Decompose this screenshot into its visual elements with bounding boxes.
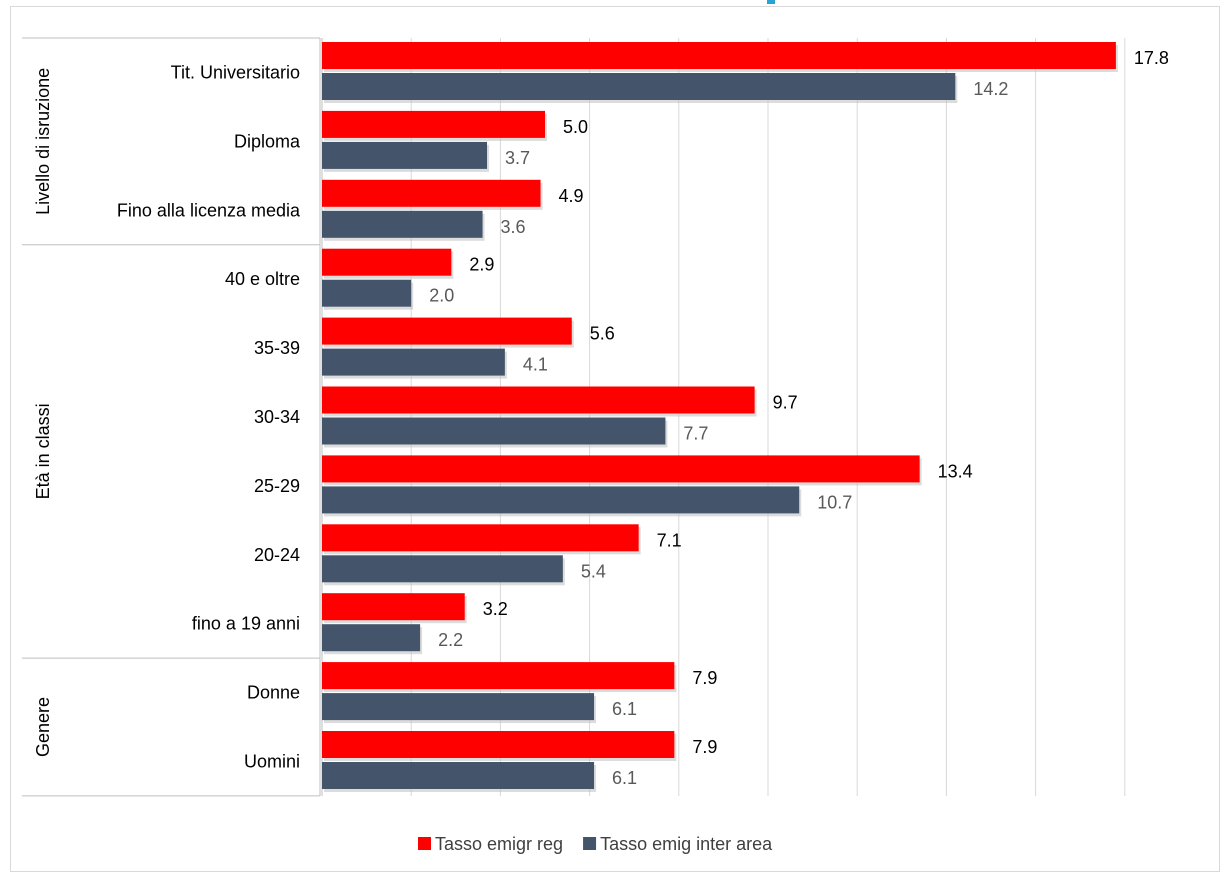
category-label: 25-29 (254, 476, 300, 496)
category-label: 35-39 (254, 338, 300, 358)
bar-emig-inter-area (322, 348, 505, 376)
data-label: 14.2 (973, 79, 1008, 99)
bar-emig-inter-area (322, 624, 421, 652)
bar-emigr-reg (322, 524, 639, 552)
category-label: Diploma (234, 131, 301, 151)
bar-emig-inter-area (322, 210, 483, 238)
category-label: Tit. Universitario (171, 62, 300, 82)
bars (322, 42, 1118, 792)
group-label: Livello di isruzione (33, 68, 53, 215)
data-label: 6.1 (612, 768, 637, 788)
category-label: 20-24 (254, 545, 300, 565)
data-label: 3.6 (501, 217, 526, 237)
bar-emig-inter-area (322, 555, 563, 583)
bar-emig-inter-area (322, 762, 595, 789)
data-label: 2.2 (438, 630, 463, 650)
legend: Tasso emigr reg Tasso emig inter area (418, 834, 773, 854)
data-label: 17.8 (1134, 48, 1169, 68)
legend-label: Tasso emig inter area (600, 834, 773, 854)
category-label: Fino alla licenza media (117, 200, 301, 220)
bar-emig-inter-area (322, 73, 956, 100)
data-label: 7.9 (692, 668, 717, 688)
bar-emigr-reg (322, 593, 465, 621)
category-groups: Livello di isruzione Età in classi Genere (22, 37, 321, 797)
bar-emig-inter-area (322, 693, 595, 721)
bar-emig-inter-area (322, 417, 666, 445)
bar-emigr-reg (322, 317, 572, 345)
bar-emig-inter-area (322, 279, 412, 307)
group-label: Età in classi (33, 403, 53, 499)
accent-mark (767, 0, 775, 4)
category-label: fino a 19 anni (192, 614, 300, 634)
bar-emig-inter-area (322, 141, 488, 169)
data-label: 7.7 (683, 424, 708, 444)
bar-emig-inter-area (322, 486, 800, 514)
bar-emigr-reg (322, 248, 452, 276)
category-label: Uomini (244, 751, 300, 771)
category-label: 40 e oltre (225, 269, 300, 289)
data-label: 5.6 (590, 324, 615, 344)
bar-emigr-reg (322, 386, 755, 414)
bar-emigr-reg (322, 455, 920, 483)
bar-emigr-reg (322, 179, 541, 207)
bar-emigr-reg (322, 662, 675, 690)
data-label: 5.0 (563, 117, 588, 137)
category-label: 30-34 (254, 407, 300, 427)
group-label: Genere (33, 697, 53, 757)
bar-emigr-reg (322, 42, 1116, 69)
data-labels: 17.8 14.2 5.0 3.7 4.9 3.6 2.9 2.0 5.6 4.1 9.7 7.7 13… (429, 48, 1169, 788)
data-label: 2.0 (429, 286, 454, 306)
data-label: 3.7 (505, 148, 530, 168)
data-label: 3.2 (483, 599, 508, 619)
data-label: 9.7 (773, 393, 798, 413)
legend-swatch-emig-inter-area (583, 837, 597, 850)
data-label: 4.1 (523, 355, 548, 375)
data-label: 10.7 (817, 492, 852, 512)
legend-swatch-emigr-reg (418, 837, 431, 850)
data-label: 7.1 (657, 530, 682, 550)
data-label: 4.9 (559, 186, 584, 206)
category-labels: Tit. Universitario Diploma Fino alla licen… (117, 62, 301, 771)
data-label: 7.9 (692, 737, 717, 757)
data-label: 13.4 (938, 461, 973, 481)
legend-label: Tasso emigr reg (435, 834, 563, 854)
data-label: 2.9 (469, 255, 494, 275)
bar-emigr-reg (322, 731, 675, 758)
data-label: 5.4 (581, 561, 606, 581)
data-label: 6.1 (612, 699, 637, 719)
category-label: Donne (247, 683, 300, 703)
bar-emigr-reg (322, 110, 545, 138)
